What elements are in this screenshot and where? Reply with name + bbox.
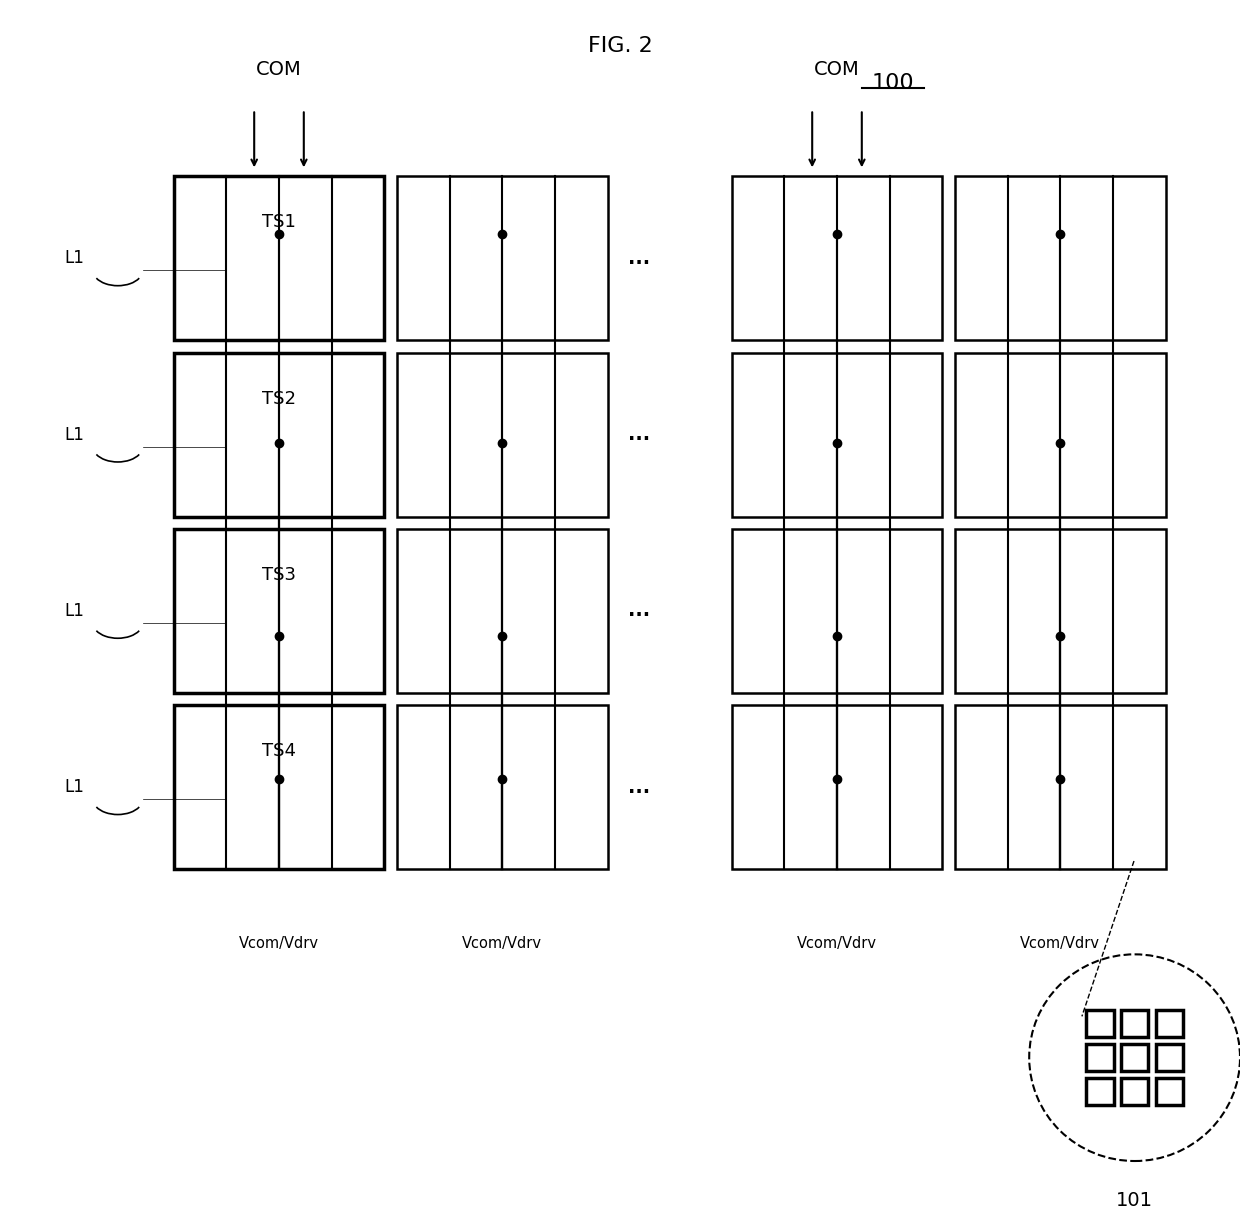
Text: L1: L1 [64, 249, 84, 268]
Bar [1086, 1010, 1114, 1037]
Text: ...: ... [627, 426, 650, 444]
Bar [955, 529, 1166, 693]
Bar [174, 176, 384, 340]
Bar [174, 529, 384, 693]
Bar [1121, 1079, 1148, 1105]
Bar [955, 705, 1166, 869]
Bar [174, 705, 384, 869]
Bar [397, 705, 608, 869]
Text: L1: L1 [64, 426, 84, 444]
Bar [397, 176, 608, 340]
Text: ...: ... [627, 602, 650, 620]
Text: L1: L1 [64, 778, 84, 796]
Bar [1121, 1010, 1148, 1037]
Bar [397, 353, 608, 517]
Text: COM: COM [815, 60, 859, 79]
Text: Vcom/Vdrv: Vcom/Vdrv [797, 936, 877, 951]
Bar [732, 705, 942, 869]
Text: FIG. 2: FIG. 2 [588, 36, 652, 56]
Bar [174, 353, 384, 517]
Text: 101: 101 [1116, 1192, 1153, 1210]
Bar [955, 353, 1166, 517]
Text: Vcom/Vdrv: Vcom/Vdrv [239, 936, 319, 951]
Text: Vcom/Vdrv: Vcom/Vdrv [1021, 936, 1100, 951]
Text: Vcom/Vdrv: Vcom/Vdrv [463, 936, 542, 951]
Bar [1086, 1045, 1114, 1071]
Text: ...: ... [627, 778, 650, 796]
Text: ...: ... [627, 249, 650, 268]
Bar [1156, 1010, 1183, 1037]
Bar [732, 529, 942, 693]
Text: TS4: TS4 [262, 742, 296, 760]
Bar [1156, 1079, 1183, 1105]
Bar [1156, 1045, 1183, 1071]
Bar [1086, 1079, 1114, 1105]
Text: TS1: TS1 [262, 213, 296, 231]
Bar [955, 176, 1166, 340]
Text: TS2: TS2 [262, 389, 296, 407]
Text: L1: L1 [64, 602, 84, 620]
Bar [732, 353, 942, 517]
Bar [397, 529, 608, 693]
Bar [732, 176, 942, 340]
Text: COM: COM [257, 60, 301, 79]
Text: TS3: TS3 [262, 565, 296, 584]
Text: 100: 100 [872, 73, 914, 92]
Bar [1121, 1045, 1148, 1071]
